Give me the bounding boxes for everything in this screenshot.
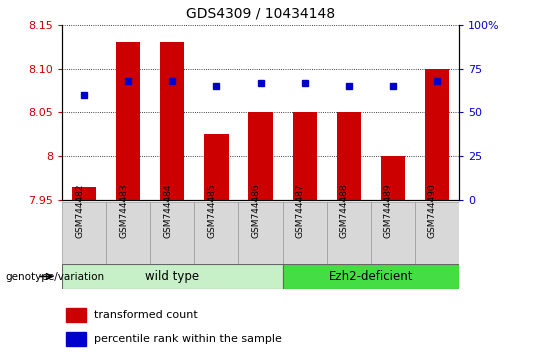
Title: GDS4309 / 10434148: GDS4309 / 10434148 <box>186 7 335 21</box>
Bar <box>239 202 282 264</box>
Text: GSM744488: GSM744488 <box>340 184 349 238</box>
Bar <box>106 202 150 264</box>
Text: GSM744483: GSM744483 <box>119 184 129 238</box>
Text: genotype/variation: genotype/variation <box>5 272 105 282</box>
Text: percentile rank within the sample: percentile rank within the sample <box>94 333 282 344</box>
Bar <box>66 308 86 322</box>
Bar <box>293 112 317 200</box>
Bar <box>282 202 327 264</box>
Text: GSM744489: GSM744489 <box>384 184 393 238</box>
Text: GSM744487: GSM744487 <box>296 184 305 238</box>
Bar <box>336 112 361 200</box>
Text: transformed count: transformed count <box>94 310 198 320</box>
Bar <box>62 264 282 289</box>
Bar <box>72 187 96 200</box>
Bar <box>116 42 140 200</box>
Bar <box>160 42 185 200</box>
Bar <box>371 202 415 264</box>
Bar <box>327 202 371 264</box>
Bar <box>282 264 459 289</box>
Text: GSM744482: GSM744482 <box>75 184 84 238</box>
Bar <box>62 202 106 264</box>
Bar <box>204 134 228 200</box>
Bar <box>425 69 449 200</box>
Bar <box>381 156 405 200</box>
Text: wild type: wild type <box>145 270 199 283</box>
Bar <box>194 202 239 264</box>
Bar <box>248 112 273 200</box>
Text: GSM744486: GSM744486 <box>252 184 260 238</box>
Text: Ezh2-deficient: Ezh2-deficient <box>328 270 413 283</box>
Text: GSM744484: GSM744484 <box>163 184 172 238</box>
Bar <box>66 332 86 346</box>
Text: GSM744485: GSM744485 <box>207 184 217 238</box>
Text: GSM744490: GSM744490 <box>428 184 437 238</box>
Bar <box>150 202 194 264</box>
Bar <box>415 202 459 264</box>
